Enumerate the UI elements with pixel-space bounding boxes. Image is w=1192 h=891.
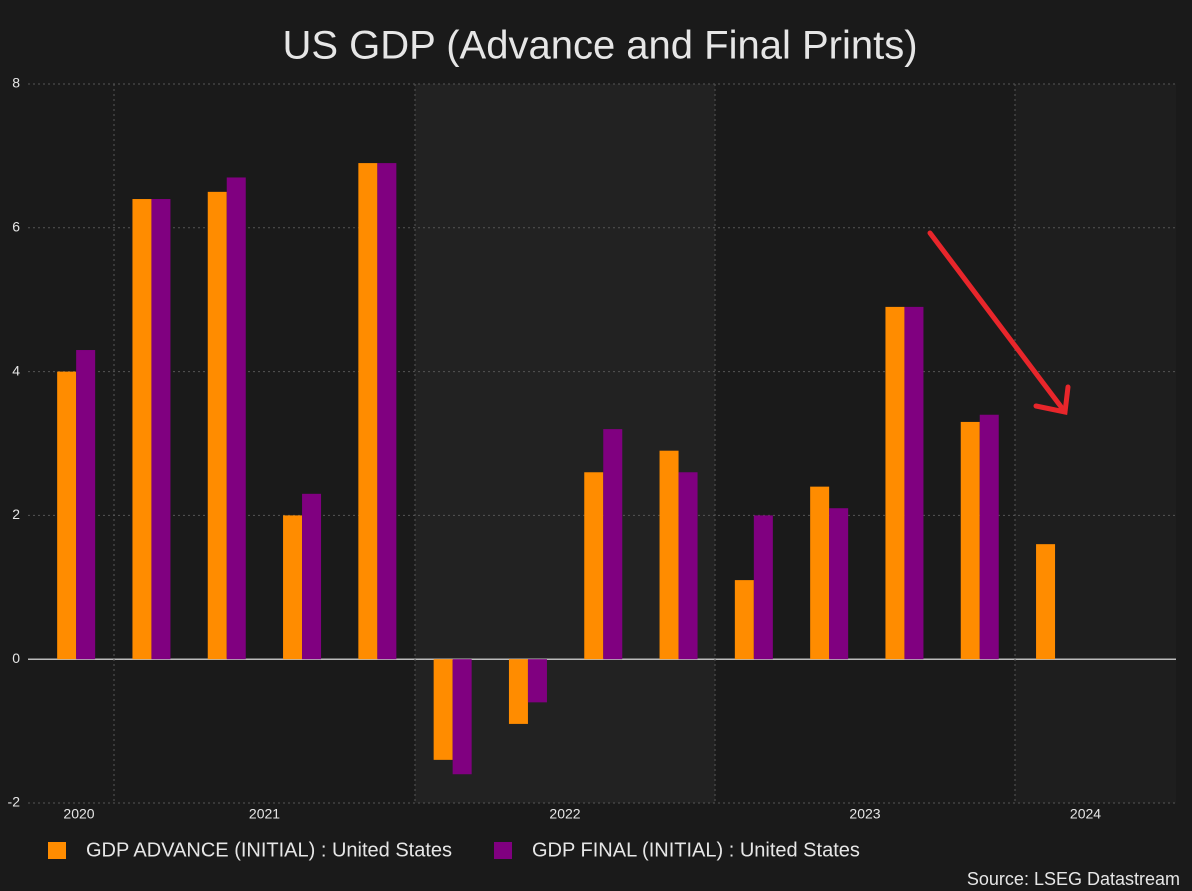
y-tick-label: 2 bbox=[12, 506, 20, 522]
bar bbox=[829, 508, 849, 660]
year-band bbox=[1015, 84, 1176, 803]
x-tick-label: 2022 bbox=[549, 806, 580, 822]
bar bbox=[132, 199, 152, 660]
bar bbox=[678, 472, 698, 660]
legend-swatch bbox=[48, 842, 66, 859]
x-tick-label: 2024 bbox=[1070, 806, 1101, 822]
legend-label: GDP FINAL (INITIAL) : United States bbox=[532, 839, 860, 861]
source: Source: LSEG Datastream bbox=[967, 869, 1180, 889]
bar bbox=[377, 163, 397, 660]
x-tick-label: 2023 bbox=[849, 806, 880, 822]
bar bbox=[527, 659, 547, 703]
x-tick-label: 2020 bbox=[63, 806, 94, 822]
y-tick-label: 4 bbox=[12, 362, 20, 378]
bar bbox=[508, 659, 528, 724]
bar bbox=[960, 421, 980, 660]
bar bbox=[810, 486, 830, 660]
bar bbox=[584, 472, 604, 660]
bar bbox=[358, 163, 378, 660]
bar bbox=[151, 199, 171, 660]
bar bbox=[904, 306, 924, 660]
y-tick-label: 0 bbox=[12, 650, 20, 666]
bar bbox=[1036, 544, 1056, 660]
bar bbox=[603, 429, 623, 660]
bar bbox=[302, 493, 322, 660]
bar bbox=[452, 659, 472, 775]
chart-title: US GDP (Advance and Final Prints) bbox=[282, 24, 917, 68]
legend-label: GDP ADVANCE (INITIAL) : United States bbox=[86, 839, 452, 861]
bar bbox=[57, 371, 77, 660]
bar bbox=[659, 450, 679, 660]
bar bbox=[283, 515, 303, 660]
bar bbox=[885, 306, 905, 660]
y-tick-label: 8 bbox=[12, 75, 20, 91]
bar bbox=[979, 414, 999, 660]
legend-swatch bbox=[494, 842, 512, 859]
bar bbox=[753, 515, 773, 660]
bar bbox=[207, 191, 227, 660]
y-tick-label: -2 bbox=[8, 794, 21, 810]
bar bbox=[226, 177, 246, 660]
annotation-arrow bbox=[927, 230, 1071, 415]
bar bbox=[433, 659, 453, 760]
bar bbox=[734, 580, 754, 660]
x-tick-label: 2021 bbox=[249, 806, 280, 822]
bar bbox=[76, 350, 96, 660]
y-tick-label: 6 bbox=[12, 219, 20, 235]
